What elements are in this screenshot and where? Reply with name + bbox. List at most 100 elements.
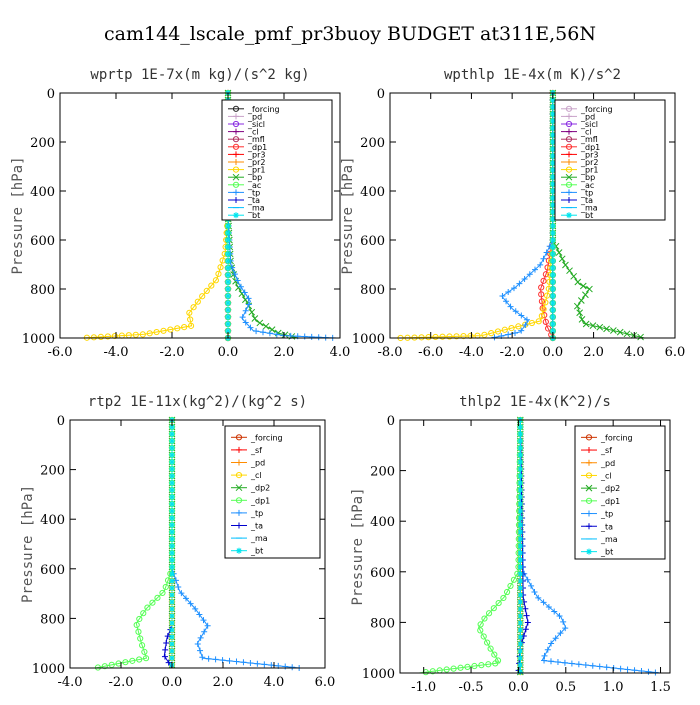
y-tick-label: 800 (30, 283, 55, 298)
series-point (178, 590, 185, 597)
series-point (446, 333, 453, 340)
series-point (225, 328, 231, 334)
chart-panel-4: thlp2 1E-4x(K^2)/s Pressure [hPa] 0 200 400 6… (350, 394, 671, 695)
series-point (491, 651, 498, 658)
series-point (234, 277, 241, 284)
series-point (508, 324, 515, 332)
series-point (517, 599, 524, 605)
series-point (556, 613, 563, 620)
series-point (540, 277, 547, 284)
x-tick-label: -4.0 (459, 345, 484, 360)
y-tick-label: 1000 (32, 662, 65, 677)
series-point (247, 659, 254, 666)
series-point (129, 657, 136, 664)
series-point (637, 333, 644, 341)
series-point (517, 662, 524, 668)
series-point (225, 314, 231, 320)
y-tick-label: 0 (47, 87, 55, 102)
x-tick-label: 6.0 (665, 345, 686, 360)
series-point (169, 613, 175, 619)
series-point (535, 594, 542, 601)
legend-marker (236, 509, 242, 516)
series-point (544, 646, 551, 653)
legend-label: _ac (580, 181, 594, 190)
series-point (104, 333, 111, 340)
series-point (549, 209, 556, 215)
series-point (507, 303, 514, 310)
legend-marker (586, 548, 592, 555)
legend-marker (232, 120, 240, 128)
series-point (439, 333, 446, 340)
legend-marker (233, 113, 239, 120)
legend-item: _dp1 (231, 496, 270, 505)
series-point (256, 319, 264, 327)
series-point (253, 328, 260, 335)
series-point (108, 661, 115, 668)
legend-marker (235, 497, 243, 504)
x-tick-label: -2.0 (108, 675, 133, 690)
series-point (133, 621, 140, 629)
series-point (90, 334, 98, 341)
y-tick-label: 200 (30, 136, 55, 151)
series-point (169, 564, 175, 570)
series-point (111, 332, 118, 340)
legend-label: _dp2 (250, 484, 270, 493)
legend-marker (235, 472, 243, 479)
legend-box (574, 425, 666, 560)
y-tick-label: 800 (40, 612, 65, 627)
legend-label: _pd (600, 459, 615, 468)
legend-item: _pd (228, 112, 262, 121)
y-tick-label: 0 (377, 87, 385, 102)
series-point (172, 577, 179, 584)
series-point (169, 494, 175, 500)
legend-label: _tp (600, 510, 613, 519)
series-point (197, 647, 204, 654)
legend-marker (232, 173, 240, 181)
legend-marker (232, 166, 240, 173)
series-point (248, 308, 256, 316)
legend-item: _mfl (228, 135, 265, 144)
series-point (215, 270, 222, 277)
series-point (543, 249, 550, 256)
legend-marker (585, 434, 593, 441)
series-point (517, 627, 524, 633)
legend-label: _ta (250, 522, 263, 531)
series-point (242, 319, 249, 326)
legend-marker (236, 446, 242, 453)
series-point (528, 582, 535, 589)
series-point (517, 501, 524, 507)
legend-marker (586, 459, 592, 466)
series-point (200, 617, 207, 624)
y-tick-label: 600 (40, 563, 65, 578)
legend-label: _pd (247, 112, 262, 121)
series-point (548, 640, 555, 647)
legend-label: _ta (600, 522, 613, 531)
series-point (535, 318, 542, 325)
series-point (549, 314, 556, 320)
series-point (262, 322, 270, 330)
series-dp1 (94, 416, 176, 671)
legend-item: _ta (581, 522, 613, 531)
series-point (146, 330, 153, 337)
legend-marker (236, 459, 242, 466)
series-point (549, 307, 556, 313)
series-point (169, 557, 175, 563)
series-point (631, 667, 638, 674)
x-tick-label: -6.0 (418, 345, 443, 360)
y-tick-label: 400 (40, 513, 65, 528)
legend-marker (236, 522, 242, 529)
y-tick-label: 200 (360, 136, 385, 151)
series-point (549, 111, 556, 117)
y-tick-label: 200 (370, 465, 395, 480)
series-point (136, 656, 143, 663)
plot-frame (69, 419, 326, 669)
legend-marker (233, 212, 239, 219)
series-dp1 (418, 416, 524, 676)
y-tick-label: 1000 (352, 332, 385, 347)
legend-label: _bt (580, 211, 593, 220)
series-point (539, 305, 546, 312)
series-point (517, 515, 524, 521)
series-point (225, 279, 231, 285)
series-pr1 (82, 89, 232, 341)
series-point (488, 330, 495, 337)
